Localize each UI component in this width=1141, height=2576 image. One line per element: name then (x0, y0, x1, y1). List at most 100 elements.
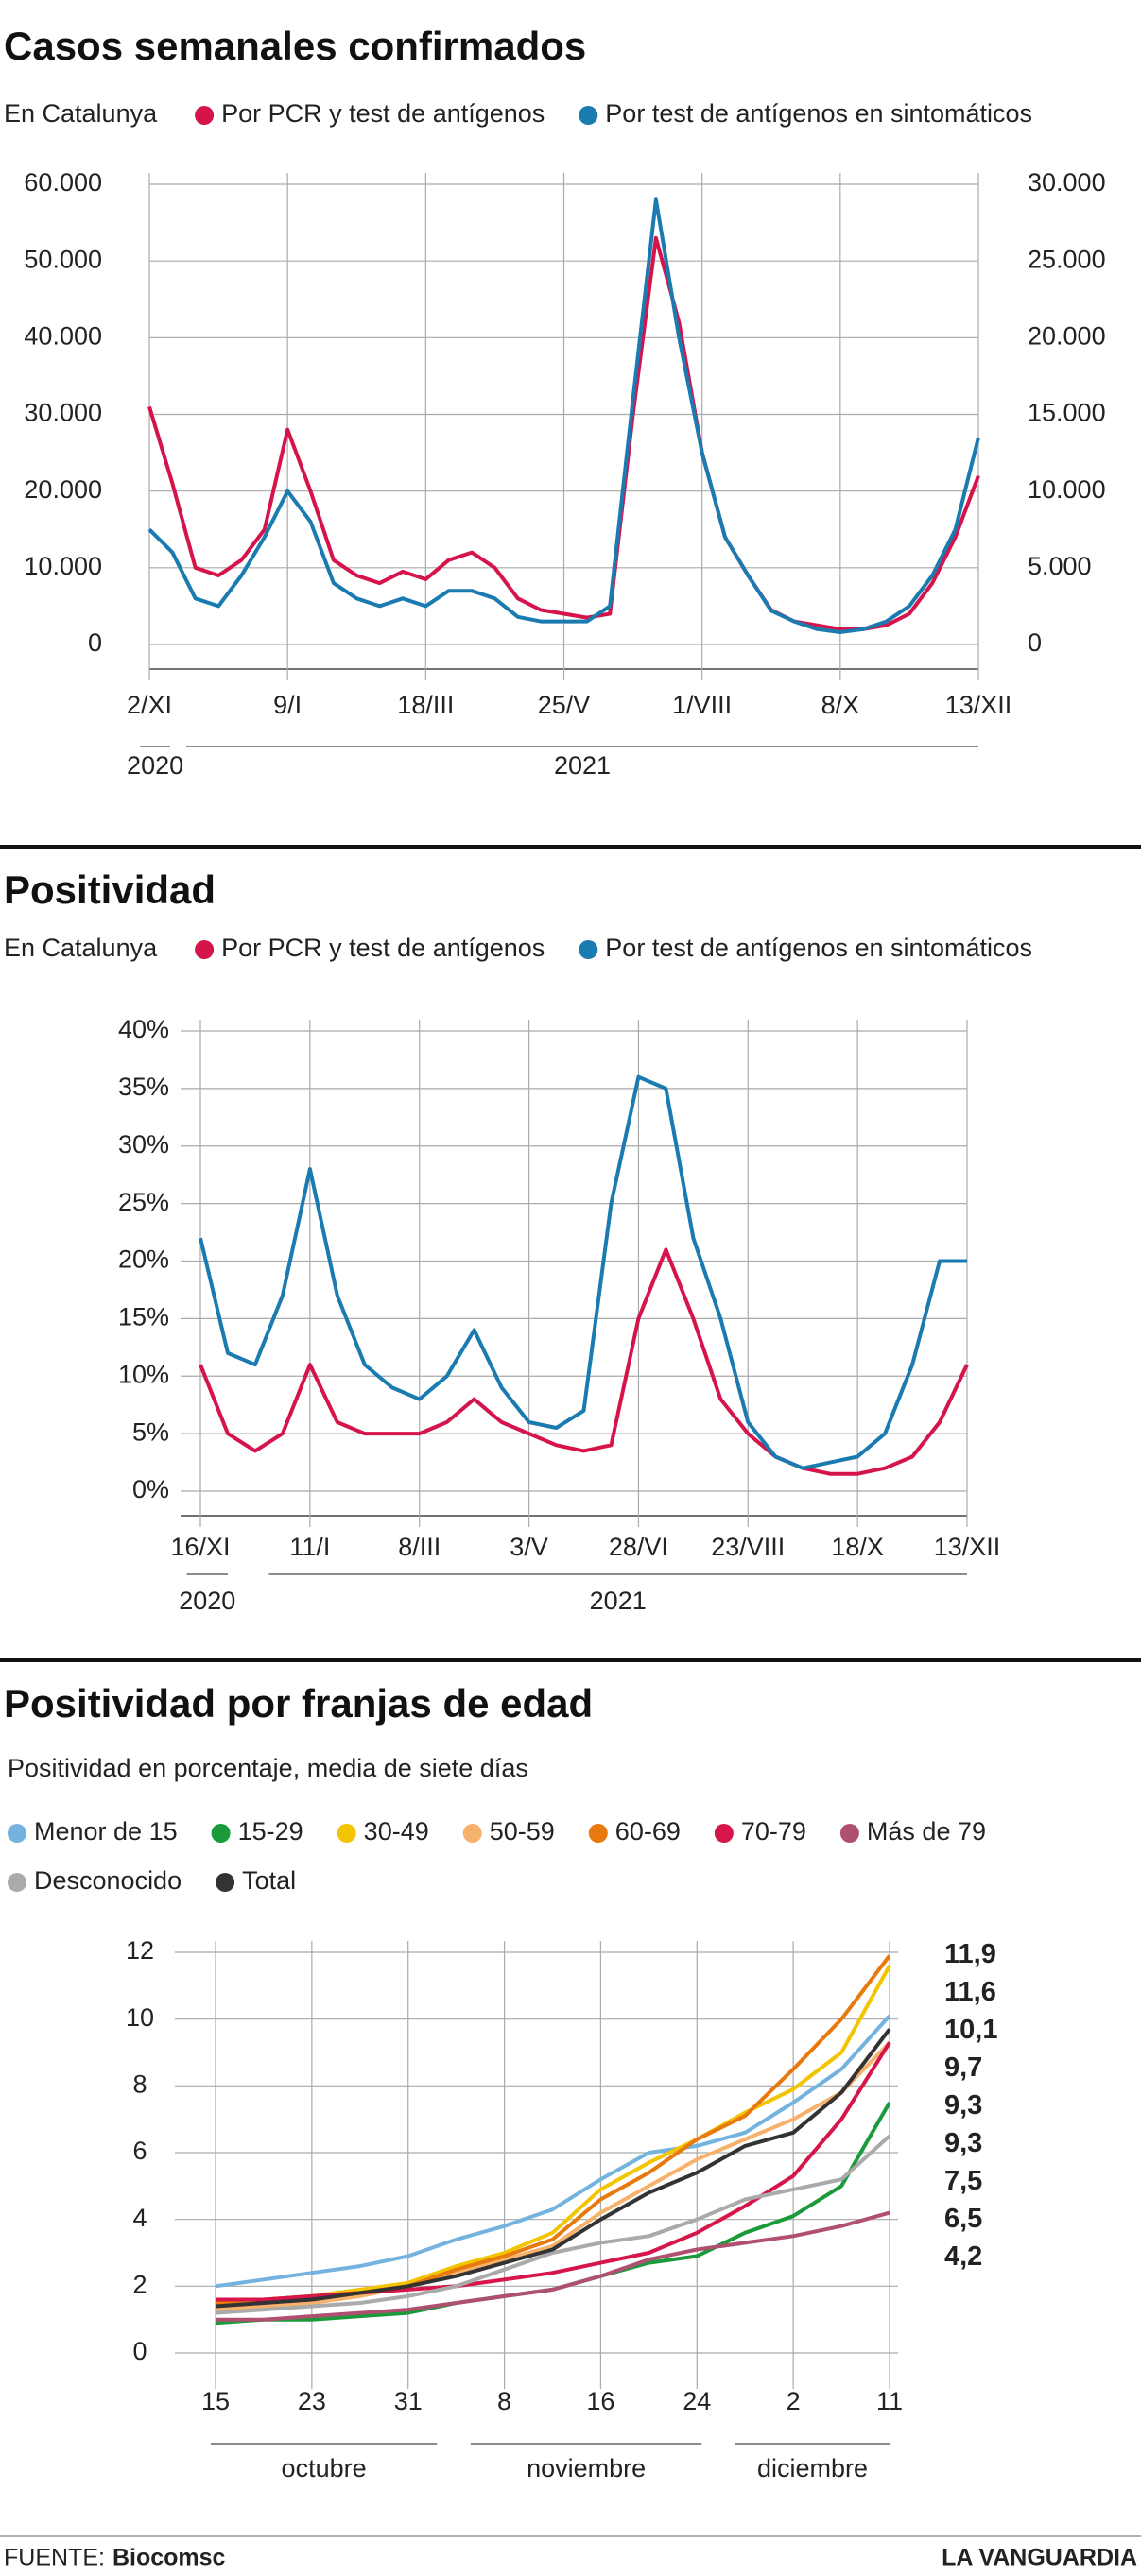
legend-label: 30-49 (364, 1817, 429, 1846)
y2-tick-label: 0 (1028, 628, 1042, 657)
legend-label: Menor de 15 (34, 1817, 178, 1846)
legend-swatch (195, 940, 215, 959)
legend-swatch (8, 1824, 26, 1843)
group-label: octubre (282, 2454, 367, 2482)
x-tick-label: 28/VI (609, 1533, 668, 1561)
y-tick-label: 20.000 (24, 475, 102, 504)
x-tick-label: 8 (497, 2387, 511, 2415)
x-tick-label: 2/XI (127, 691, 172, 719)
chart-subtitle: En Catalunya (4, 99, 158, 128)
series-line (215, 1965, 891, 2309)
y-tick-label: 4 (132, 2204, 147, 2232)
end-label: 9,7 (944, 2052, 982, 2083)
y-tick-label: 0% (132, 1475, 169, 1503)
legend-swatch (8, 1873, 26, 1892)
x-tick-label: 25/V (538, 691, 591, 719)
x-tick-label: 23 (298, 2387, 326, 2415)
chart-subtitle: Positividad en porcentaje, media de siet… (8, 1754, 528, 1782)
x-tick-label: 31 (394, 2387, 423, 2415)
x-tick-label: 1/VIII (672, 691, 732, 719)
y-tick-label: 10 (126, 2003, 154, 2032)
group-label: 2020 (127, 751, 183, 780)
legend-swatch (579, 940, 598, 959)
y-tick-label: 20% (118, 1245, 169, 1274)
series-line (215, 2134, 891, 2315)
end-label: 7,5 (944, 2166, 982, 2196)
legend-swatch (588, 1824, 608, 1843)
group-label: diciembre (757, 2454, 868, 2482)
x-tick-label: 24 (683, 2387, 711, 2415)
x-tick-label: 11/I (289, 1533, 330, 1561)
x-tick-label: 13/XII (945, 691, 1012, 719)
y2-tick-label: 5.000 (1028, 552, 1092, 580)
y-tick-label: 10% (118, 1360, 169, 1388)
legend-swatch (337, 1824, 356, 1843)
brand: LA VANGUARDIA (942, 2545, 1137, 2571)
y2-tick-label: 15.000 (1028, 399, 1106, 427)
y2-tick-label: 30.000 (1028, 168, 1106, 197)
series-line (147, 197, 980, 634)
legend-swatch (195, 106, 215, 125)
chart-subtitle: En Catalunya (4, 934, 158, 962)
legend-label: Desconocido (34, 1866, 182, 1895)
legend-label: Por test de antígenos en sintomáticos (605, 934, 1032, 962)
series-line (216, 2041, 891, 2302)
legend-swatch (579, 106, 598, 125)
y-tick-label: 5% (132, 1417, 169, 1446)
source-label: FUENTE: (4, 2545, 105, 2571)
end-label: 9,3 (944, 2128, 982, 2158)
x-tick-label: 13/XII (934, 1533, 1001, 1561)
legend-swatch (714, 1824, 734, 1843)
x-tick-label: 3/V (510, 1533, 548, 1561)
end-label: 4,2 (944, 2241, 982, 2272)
legend-swatch (839, 1824, 859, 1843)
x-tick-label: 16/XI (170, 1533, 230, 1561)
group-label: 2021 (590, 1587, 647, 1615)
x-tick-label: 16 (586, 2387, 614, 2415)
y-tick-label: 40% (118, 1015, 169, 1043)
legend-label: 70-79 (741, 1817, 806, 1846)
series-line (215, 2014, 891, 2289)
legend-label: Por PCR y test de antígenos (221, 934, 545, 962)
x-tick-label: 8/III (398, 1533, 441, 1561)
series-line (199, 1247, 969, 1476)
legend-label: Por PCR y test de antígenos (221, 99, 545, 128)
legend-label: 60-69 (615, 1817, 681, 1846)
series-line (199, 1074, 967, 1470)
chart-title: Casos semanales confirmados (4, 24, 586, 68)
legend-swatch (211, 1824, 231, 1843)
y-tick-label: 35% (118, 1073, 169, 1101)
x-tick-label: 18/III (397, 691, 454, 719)
y-tick-label: 2 (132, 2270, 147, 2298)
x-tick-label: 2 (787, 2387, 801, 2415)
group-label: noviembre (527, 2454, 646, 2482)
series-line (215, 2028, 891, 2309)
group-label: 2020 (179, 1587, 235, 1615)
y-tick-label: 30.000 (24, 399, 102, 427)
series-line (216, 2210, 890, 2322)
chart-title: Positividad (4, 867, 216, 912)
end-label: 11,9 (944, 1939, 996, 1969)
x-tick-label: 18/X (831, 1533, 884, 1561)
y2-tick-label: 25.000 (1028, 245, 1106, 273)
y-tick-label: 15% (118, 1303, 169, 1331)
chart-title: Positividad por franjas de edad (4, 1681, 593, 1726)
end-label: 9,3 (944, 2090, 982, 2121)
y-tick-label: 0 (88, 628, 102, 657)
y-tick-label: 60.000 (24, 168, 102, 197)
x-tick-label: 8/X (821, 691, 860, 719)
y-tick-label: 50.000 (24, 245, 102, 273)
x-tick-label: 9/I (273, 691, 302, 719)
legend-swatch (216, 1873, 235, 1892)
series-line (215, 2041, 891, 2312)
series-line (147, 235, 980, 631)
source: Biocomsc (112, 2545, 226, 2571)
y-tick-label: 40.000 (24, 321, 102, 350)
y2-tick-label: 20.000 (1028, 321, 1106, 350)
end-label: 10,1 (944, 2015, 997, 2045)
legend-label: 50-59 (490, 1817, 555, 1846)
y-tick-label: 6 (132, 2137, 147, 2165)
x-tick-label: 15 (201, 2387, 230, 2415)
x-tick-label: 11 (876, 2387, 903, 2415)
